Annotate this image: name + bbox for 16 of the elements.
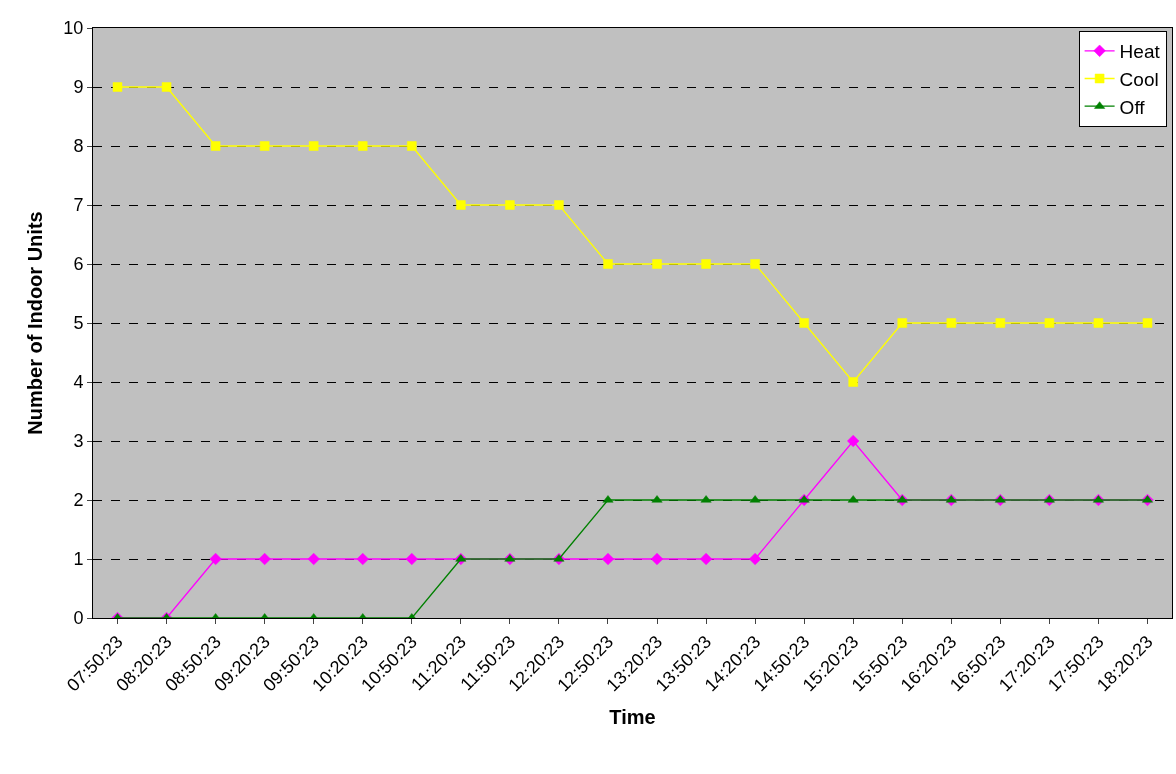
y-tick-label: 5 (73, 313, 84, 334)
y-tick-label: 2 (73, 490, 84, 511)
y-tick-label: 7 (73, 195, 84, 216)
y-tick-label: 1 (73, 549, 84, 570)
legend-label: Heat (1119, 41, 1161, 63)
y-tick-label: 10 (63, 18, 84, 39)
y-tick-label: 8 (73, 136, 84, 157)
y-tick-label: 6 (73, 254, 84, 275)
legend-label: Cool (1119, 68, 1159, 90)
y-axis-title: Number of Indoor Units (23, 211, 46, 435)
legend-label: Off (1119, 96, 1146, 118)
y-tick-label: 0 (73, 608, 84, 629)
y-tick-label: 4 (73, 372, 84, 393)
x-axis-title: Time (609, 705, 656, 728)
y-tick-label: 3 (73, 431, 84, 452)
y-tick-label: 9 (73, 77, 84, 98)
